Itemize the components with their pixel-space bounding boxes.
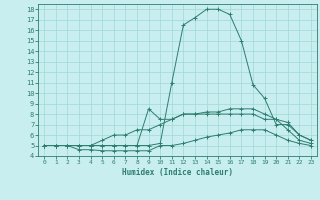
X-axis label: Humidex (Indice chaleur): Humidex (Indice chaleur) bbox=[122, 168, 233, 177]
